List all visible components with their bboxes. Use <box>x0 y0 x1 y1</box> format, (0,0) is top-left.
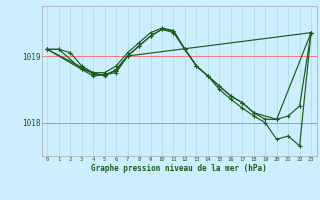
X-axis label: Graphe pression niveau de la mer (hPa): Graphe pression niveau de la mer (hPa) <box>91 164 267 173</box>
